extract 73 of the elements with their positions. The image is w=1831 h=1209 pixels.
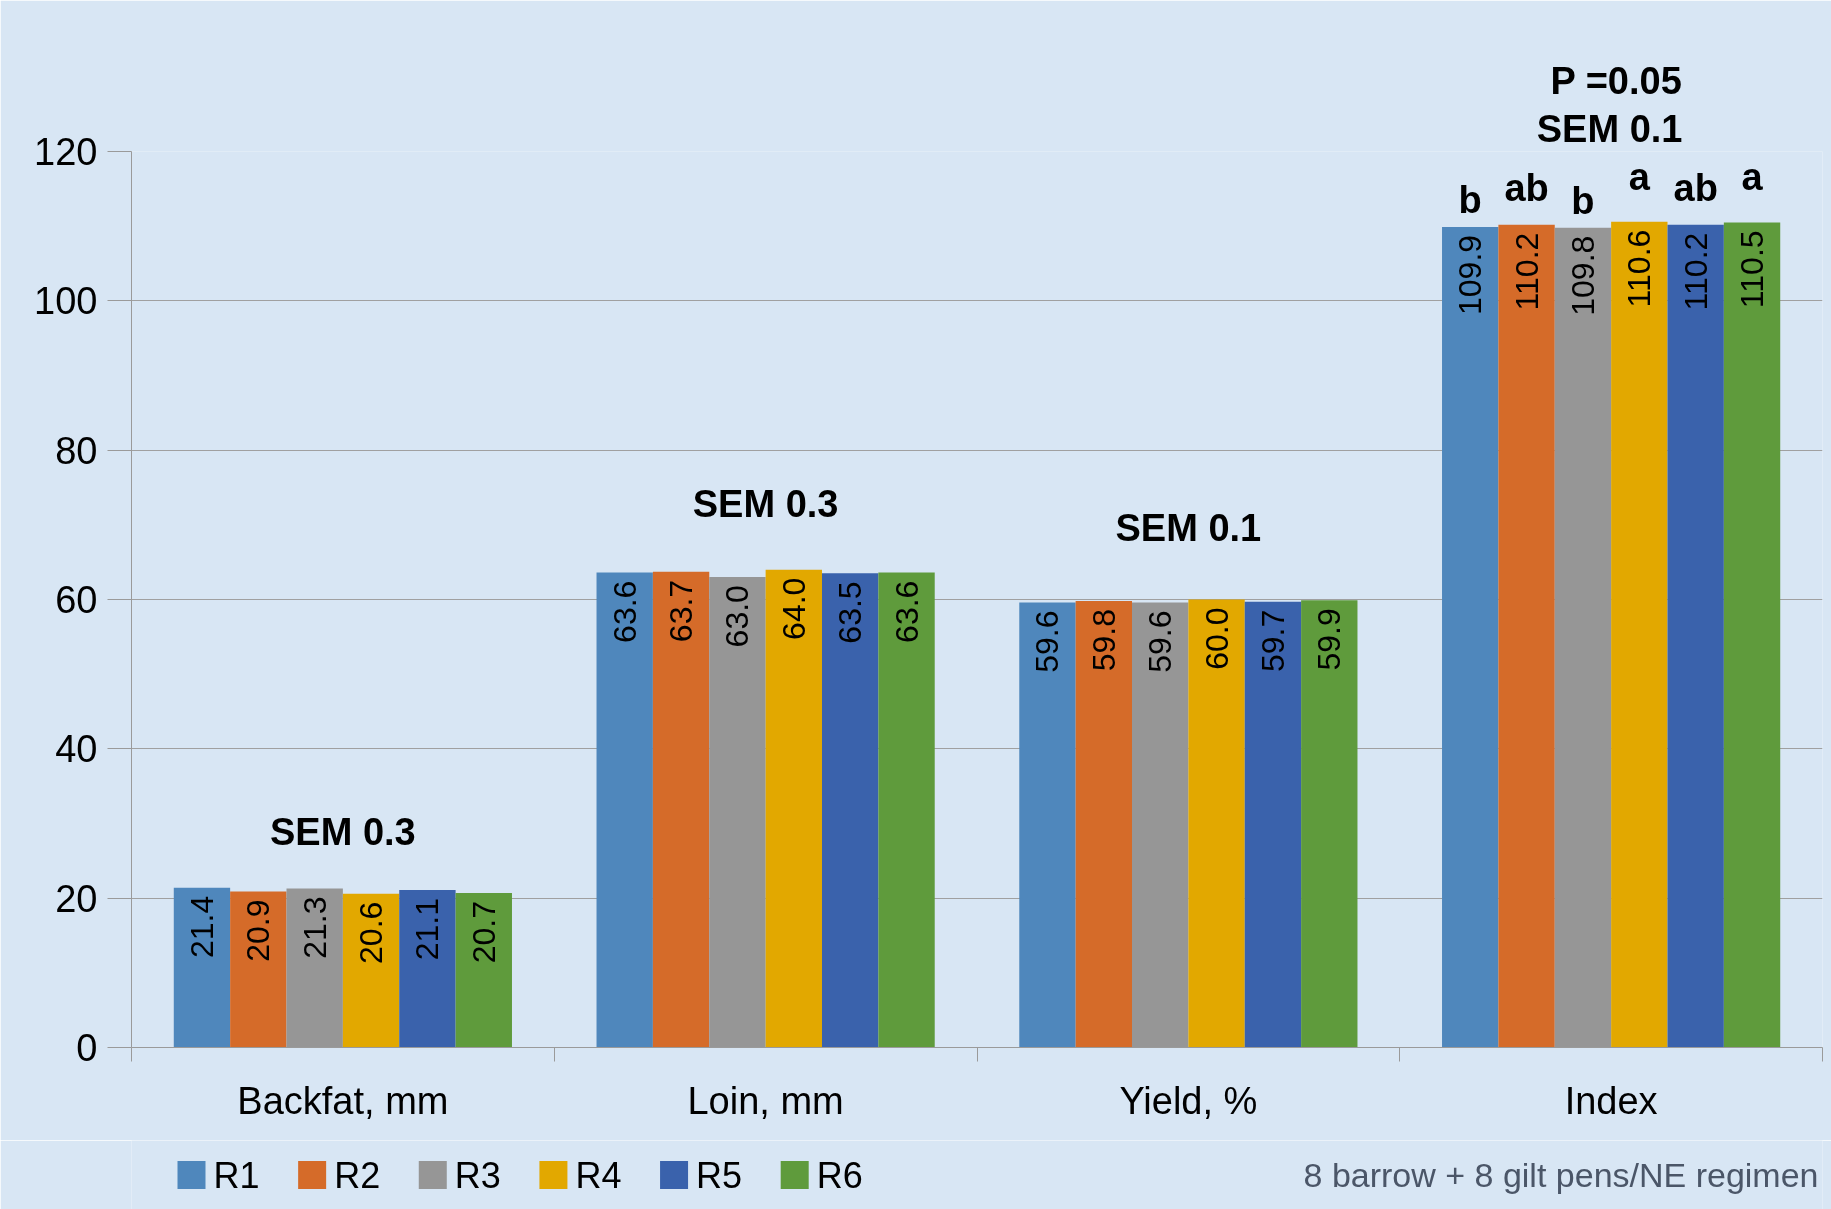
data-label: 64.0 (775, 577, 812, 640)
legend-label: R6 (816, 1154, 863, 1196)
bar (1611, 221, 1668, 1048)
data-label: 110.5 (1734, 230, 1771, 309)
bar (1019, 602, 1076, 1048)
legend-label: R4 (575, 1154, 622, 1196)
annotation: b (1571, 179, 1595, 222)
bar (652, 571, 710, 1048)
annotation: SEM 0.3 (692, 482, 839, 525)
data-label: 60.0 (1198, 607, 1235, 670)
data-label: 110.2 (1677, 232, 1714, 311)
data-label: 21.3 (296, 896, 333, 959)
text: SEM 0.1 (1536, 107, 1683, 150)
bar (455, 892, 512, 1048)
bar (878, 572, 935, 1048)
data-label: 59.9 (1311, 608, 1348, 671)
data-label: 63.6 (606, 580, 643, 643)
annotation: ab (1504, 166, 1549, 209)
data-label: 59.6 (1029, 610, 1066, 673)
data-label: 59.7 (1254, 609, 1291, 673)
x-tick-label: Loin, mm (687, 1079, 844, 1122)
data-label: 59.8 (1085, 608, 1122, 672)
annotation: ab (1673, 166, 1718, 209)
data-label: 21.1 (409, 897, 446, 961)
annotation: b (1458, 178, 1482, 221)
bar (1301, 600, 1358, 1048)
annotation: a (1741, 156, 1764, 199)
y-tick-label: 20 (55, 877, 98, 920)
annotation: SEM 0.1 (1115, 506, 1262, 549)
data-label: 20.9 (240, 899, 277, 962)
data-label: 110.2 (1508, 232, 1545, 311)
y-tick-label: 40 (55, 728, 98, 771)
bar (1498, 224, 1555, 1048)
bar (342, 893, 400, 1048)
y-tick-label: 120 (34, 131, 98, 173)
bar (399, 889, 456, 1048)
x-tick-label: Index (1564, 1079, 1658, 1122)
legend-label: R3 (454, 1154, 501, 1196)
legend-label: R5 (696, 1154, 743, 1196)
data-label: 20.7 (465, 900, 502, 964)
bar (1667, 224, 1724, 1048)
annotation: SEM 0.3 (270, 810, 416, 853)
bar (1723, 222, 1781, 1048)
y-tick-label: 100 (34, 280, 98, 323)
data-label: 63.0 (719, 585, 756, 648)
annotation: a (1628, 155, 1651, 198)
text: P =0.05 (1550, 59, 1682, 102)
bar (765, 569, 822, 1048)
bar (1075, 600, 1133, 1048)
data-label: 110.6 (1621, 229, 1658, 308)
bar (1244, 601, 1302, 1048)
x-tick-label: Yield, % (1119, 1079, 1258, 1122)
y-tick-label: 60 (55, 579, 98, 621)
x-tick-label: Backfat, mm (237, 1079, 449, 1122)
legend-label: R1 (213, 1154, 260, 1196)
bar (1188, 599, 1245, 1048)
bar (173, 887, 231, 1048)
y-tick-label: 80 (55, 429, 98, 472)
data-label: 59.6 (1142, 610, 1179, 673)
text: 8 barrow + 8 gilt pens/NE regimen (1303, 1156, 1819, 1194)
legend-label: R2 (334, 1154, 381, 1196)
data-label: 63.6 (888, 580, 925, 643)
bar (1442, 226, 1499, 1048)
data-label: 63.7 (663, 579, 700, 643)
data-label: 109.9 (1452, 234, 1489, 315)
data-label: 109.8 (1564, 235, 1601, 316)
bar (821, 573, 879, 1048)
data-label: 21.4 (183, 895, 220, 958)
data-label: 20.6 (353, 901, 390, 964)
data-label: 63.5 (832, 581, 869, 644)
bar (596, 572, 653, 1048)
bar (230, 891, 287, 1048)
y-tick-label: 0 (76, 1027, 98, 1069)
